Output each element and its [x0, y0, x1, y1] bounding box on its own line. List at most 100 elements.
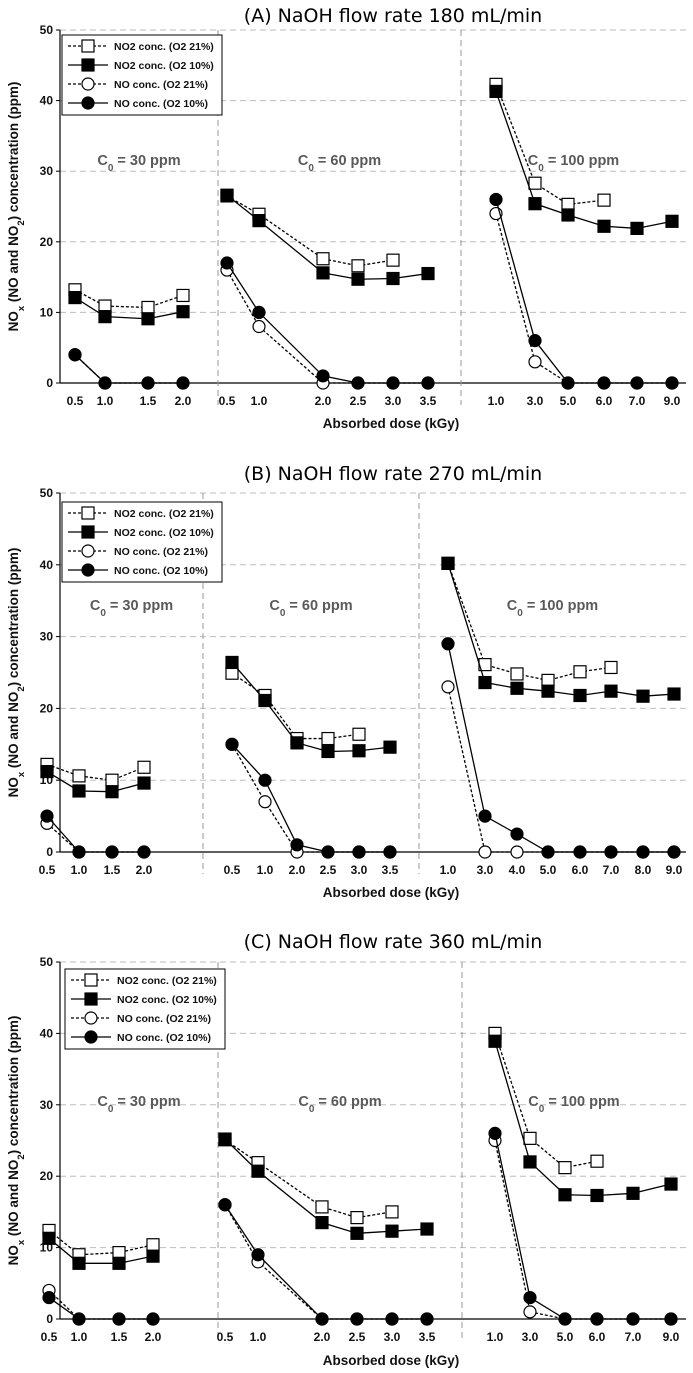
legend-marker-no-o2-10 [81, 96, 95, 110]
data-point-no2-o2-10 [72, 1256, 86, 1270]
legend-label: NO conc. (O2 10%) [114, 565, 208, 577]
series-line-no-o2-10 [494, 1133, 671, 1320]
segment-label-part: = 60 ppm [314, 153, 381, 169]
data-point-no-o2-10 [350, 1312, 364, 1326]
y-tick-label: 0 [46, 376, 53, 390]
y-tick-label: 30 [40, 164, 54, 178]
series-line-no-o2-10 [48, 1297, 153, 1320]
data-point-no2-o2-10 [558, 1188, 572, 1202]
x-tick-label: 5.0 [557, 1330, 574, 1344]
data-point-no2-o2-10 [218, 1132, 232, 1146]
x-tick-label: 9.0 [663, 1330, 680, 1344]
y-tick-label: 30 [40, 1098, 54, 1112]
data-point-no-o2-10 [315, 1312, 329, 1326]
legend-marker-no-o2-10 [81, 563, 95, 577]
data-point-no2-o2-10 [290, 736, 304, 750]
x-tick-label: 3.0 [477, 863, 494, 877]
data-point-no2-o2-10 [137, 776, 151, 790]
data-point-no2-o2-10 [528, 197, 542, 211]
x-tick-label: 6.0 [596, 394, 613, 408]
x-tick-label: 3.0 [527, 394, 544, 408]
data-point-no-o2-10 [626, 1312, 640, 1326]
data-point-no2-o2-10 [510, 681, 524, 695]
y-tick-label: 50 [40, 23, 54, 37]
x-tick-label: 9.0 [664, 394, 681, 408]
data-point-no2-o2-21 [597, 193, 611, 207]
x-axis-label: Absorbed dose (kGy) [323, 885, 460, 900]
data-point-no2-o2-10 [664, 1177, 678, 1191]
x-tick-label: 1.0 [257, 863, 274, 877]
series-line-no2-o2-21 [226, 195, 394, 267]
x-tick-label: 1.0 [487, 1330, 504, 1344]
y-axis-label-part: NO [6, 311, 21, 331]
data-point-no-o2-10 [98, 376, 112, 390]
legend-marker-no2-o2-10 [84, 992, 98, 1006]
segment-3: 1.0 3.0 4.0 5.0 6.0 7.0 8.0 9.0 C0 = 100 ppm [440, 556, 683, 877]
data-point-no-o2-10 [421, 376, 435, 390]
data-point-no2-o2-10 [636, 689, 650, 703]
data-point-no-o2-10 [488, 1126, 502, 1140]
segment-label-subscript: 0 [309, 1104, 315, 1115]
x-tick-label: 7.0 [603, 863, 620, 877]
series-line-no2-o2-21 [224, 1139, 393, 1219]
x-tick-label: 2.0 [314, 1330, 331, 1344]
data-point-no2-o2-10 [316, 266, 330, 280]
x-tick-label: 1.0 [97, 394, 114, 408]
series-line-no2-o2-21 [231, 672, 360, 740]
x-tick-label: 5.0 [540, 863, 557, 877]
data-point-no2-o2-10 [251, 1164, 265, 1178]
data-point-no-o2-10 [137, 845, 151, 859]
data-point-no-o2-10 [146, 1312, 160, 1326]
y-axis-label-part: NO [6, 1245, 21, 1265]
data-point-no-o2-21 [528, 355, 542, 369]
data-point-no-o2-21 [441, 680, 455, 694]
x-tick-label: 3.0 [522, 1330, 539, 1344]
x-tick-label: 3.0 [384, 1330, 401, 1344]
chart-title: (A) NaOH flow rate 180 mL/min [244, 5, 542, 27]
x-tick-label: 1.0 [251, 394, 268, 408]
data-point-no2-o2-21 [590, 1154, 604, 1168]
data-point-no-o2-10 [558, 1312, 572, 1326]
x-tick-label: 2.0 [145, 1330, 162, 1344]
y-axis-label-part: ) concentration (ppm) [6, 548, 21, 687]
data-point-no2-o2-10 [105, 785, 119, 799]
segment-1: 0.5 1.0 1.5 2.0C0 = 30 ppm [39, 598, 174, 877]
x-tick-label: 3.5 [382, 863, 399, 877]
data-point-no2-o2-10 [541, 684, 555, 698]
data-point-no2-o2-10 [40, 764, 54, 779]
x-tick-label: 2.0 [136, 863, 153, 877]
x-tick-label: 4.0 [509, 863, 526, 877]
chart-panel-3: (C) NaOH flow rate 360 mL/min01020304050… [6, 931, 686, 1368]
y-tick-label: 50 [40, 486, 54, 500]
data-point-no-o2-21 [478, 845, 492, 859]
legend-label: NO conc. (O2 21%) [117, 1013, 211, 1025]
data-point-no2-o2-10 [68, 290, 82, 305]
x-tick-label: 2.5 [320, 863, 337, 877]
segment-1: 0.5 1.0 1.5 2.0C0 = 30 ppm [41, 1094, 181, 1344]
data-point-no-o2-10 [105, 845, 119, 859]
data-point-no-o2-10 [420, 1312, 434, 1326]
legend-marker-no2-o2-21 [81, 39, 95, 53]
chart-title: (C) NaOH flow rate 360 mL/min [244, 931, 543, 953]
x-tick-label: 7.0 [629, 394, 646, 408]
segment-label-part: C [528, 153, 539, 169]
data-point-no2-o2-10 [386, 271, 400, 286]
legend-marker-no-o2-21 [81, 544, 95, 558]
y-tick-label: 40 [40, 1026, 54, 1040]
data-point-no2-o2-10 [573, 688, 587, 703]
data-point-no2-o2-10 [590, 1188, 604, 1203]
legend-marker-no-o2-21 [84, 1011, 98, 1025]
data-point-no2-o2-21 [350, 1211, 364, 1225]
data-point-no-o2-10 [510, 827, 524, 841]
x-tick-label: 1.0 [71, 1330, 88, 1344]
x-tick-label: 0.5 [41, 1330, 58, 1344]
segment-label-subscript: 0 [108, 1104, 114, 1115]
data-point-no2-o2-10 [141, 312, 155, 326]
segment-label: C0 = 60 ppm [269, 598, 352, 619]
data-point-no-o2-10 [252, 305, 266, 319]
x-tick-label: 3.5 [420, 394, 437, 408]
legend-label: NO2 conc. (O2 21%) [114, 508, 214, 520]
segment-label-part: C [97, 1094, 108, 1110]
data-point-no-o2-10 [42, 1290, 56, 1305]
data-point-no2-o2-10 [478, 675, 492, 690]
